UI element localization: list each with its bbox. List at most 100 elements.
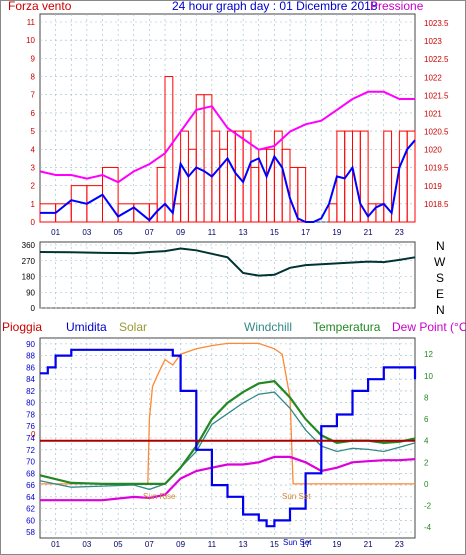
humidity-tick-label: 84 [26,375,35,384]
humidity-tick-label: 88 [26,352,35,361]
hour-tick-label: 21 [364,228,373,237]
hour-tick-label: 11 [208,228,217,237]
direction-tick-label: 180 [22,273,36,282]
hour-tick-label: 17 [301,540,310,549]
humidity-tick-label: 90 [26,340,35,349]
wind-tick-label: 10 [26,36,35,45]
hour-tick-label: 03 [82,540,91,549]
hour-tick-label: 09 [176,540,185,549]
header-right-label: Pressione [370,0,424,13]
humidity-tick-label: 60 [26,516,35,525]
hour-tick-label: 13 [239,228,248,237]
direction-tick-label: 360 [22,241,36,250]
humidity-tick-label: 62 [26,505,35,514]
compass-n-top: N [436,239,445,253]
pressure-tick-label: 1019.5 [424,164,449,173]
hour-tick-label: 23 [395,228,404,237]
wind-tick-label: 0 [31,218,36,227]
humidity-tick-label: 66 [26,481,35,490]
wind-tick-label: 7 [31,91,36,100]
hour-tick-label: 07 [145,228,154,237]
sunset-axis-label: Sun Set [283,538,312,547]
legend-windchill: Windchill [244,320,292,334]
pressure-tick-label: 1021 [424,109,442,118]
temperature-humidity-panel: Pioggia Umidita Solar Windchill Temperat… [2,320,466,549]
temperature-tick-label: 4 [424,437,429,446]
windchill-line [39,391,416,491]
humidity-tick-label: 78 [26,410,35,419]
hour-tick-label: 15 [270,228,279,237]
temperature-tick-label: -4 [424,523,432,532]
wind-tick-label: 4 [31,145,36,154]
wind-bar [359,130,369,223]
hour-tick-label: 17 [301,228,310,237]
wind-tick-label: 9 [31,54,36,63]
hour-tick-label: 19 [332,228,341,237]
direction-tick-label: 270 [22,257,36,266]
wind-bar [164,76,174,223]
humidity-tick-label: 86 [26,363,35,372]
wind-tick-label: 3 [31,163,36,172]
compass-w: W [434,255,446,269]
legend-temperatura: Temperatura [313,320,381,334]
solar-line [40,342,415,485]
temperature-tick-label: -2 [424,502,432,511]
hour-tick-label: 13 [239,540,248,549]
wind-tick-label: 1 [31,200,36,209]
humidity-line [40,348,417,528]
wind-bar [297,166,307,223]
pressure-tick-label: 1023 [424,37,442,46]
temperature-tick-label: 10 [424,372,433,381]
wind-bar [406,130,416,223]
hour-tick-label: 19 [332,540,341,549]
header-title: 24 hour graph day : 01 Dicembre 2018 [172,0,378,13]
hour-tick-label: 05 [114,540,123,549]
pressure-tick-label: 1020.5 [424,128,449,137]
hour-tick-label: 09 [176,228,185,237]
legend-pioggia: Pioggia [2,320,42,334]
hour-tick-label: 15 [270,540,279,549]
temperature-tick-label: 0 [424,480,429,489]
compass-e: E [436,287,444,301]
wind-speed-line [40,139,416,223]
compass-n-bottom: N [436,303,445,317]
hour-tick-label: 05 [114,228,123,237]
header-left-label: Forza vento [8,0,72,13]
humidity-tick-label: 58 [26,528,35,537]
compass-s: S [436,271,444,285]
hour-tick-label: 01 [51,228,60,237]
temperature-tick-label: 8 [424,393,429,402]
wind-tick-label: 5 [31,127,36,136]
direction-tick-label: 0 [31,304,36,313]
wind-tick-label: 2 [31,182,36,191]
temperature-tick-label: 6 [424,415,429,424]
humidity-tick-label: 74 [26,434,35,443]
direction-tick-label: 90 [26,288,35,297]
pressure-tick-label: 1020 [424,146,442,155]
pressure-line [39,90,415,184]
humidity-tick-label: 76 [26,422,35,431]
pressure-tick-label: 1019 [424,182,442,191]
hour-tick-label: 11 [208,540,217,549]
hour-tick-label: 03 [82,228,91,237]
legend-dewpoint: Dew Point (°C) [392,320,466,334]
pressure-tick-label: 1023.5 [424,19,449,28]
legend-solar: Solar [119,320,147,334]
humidity-tick-label: 80 [26,399,35,408]
pressure-tick-label: 1022.5 [424,55,449,64]
hour-tick-label: 07 [145,540,154,549]
sunset-label: Sun Set [282,492,311,501]
legend-umidita: Umidita [66,320,107,334]
wind-direction-line [39,247,416,277]
hour-tick-label: 01 [51,540,60,549]
hour-tick-label: 21 [364,540,373,549]
pressure-tick-label: 1022 [424,73,442,82]
rain-zero-label: 0 [31,430,36,439]
hour-tick-label: 23 [395,540,404,549]
humidity-tick-label: 70 [26,458,35,467]
dewpoint-line [40,455,416,502]
wind-tick-label: 8 [31,73,36,82]
humidity-tick-label: 64 [26,493,35,502]
